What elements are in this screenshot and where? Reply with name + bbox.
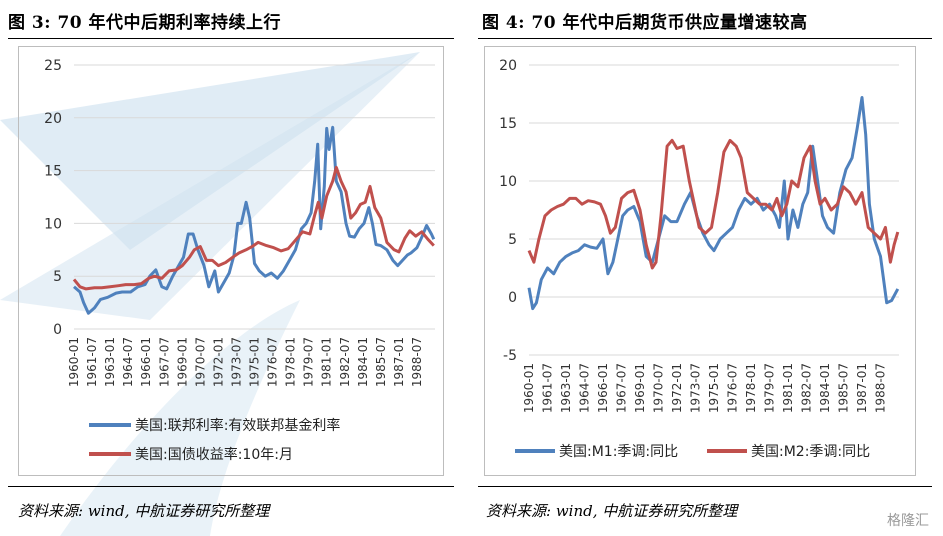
x-tick-label: 1985-07: [374, 337, 388, 387]
legend-label: 美国:联邦利率:有效联邦基金利率: [135, 417, 340, 434]
series-line: [72, 165, 435, 291]
y-tick-label: 15: [499, 116, 517, 132]
legend-label: 美国:M2:季调:同比: [751, 444, 870, 460]
x-tick-label: 1982-07: [800, 363, 814, 413]
y-tick-label: 15: [44, 164, 62, 180]
x-tick-label: 1975-01: [707, 363, 721, 413]
y-tick-label: 5: [53, 269, 62, 285]
logo-wing-lower: [0, 52, 420, 320]
x-tick-label: 1960-01: [67, 337, 81, 387]
right-title-rule: [478, 38, 932, 39]
x-tick-label: 1984-01: [818, 363, 832, 413]
x-tick-label: 1972-01: [670, 363, 684, 413]
x-tick-label: 1988-07: [874, 363, 888, 413]
right-chart: -5 0 5 10 15 20 1960-01 1961-07 1963-01 1964-07 19…: [499, 58, 900, 460]
x-tick-label: 1978-01: [744, 363, 758, 413]
x-tick-label: 1976-07: [266, 337, 280, 387]
x-tick-label: 1963-01: [103, 337, 117, 387]
legend-label: 美国:M1:季调:同比: [559, 444, 678, 460]
left-title-rule: [8, 38, 454, 39]
y-tick-label: 20: [499, 58, 517, 74]
y-tick-label: 20: [44, 111, 62, 127]
x-tick-label: 1963-01: [559, 363, 573, 413]
right-chart-title: 图 4: 70 年代中后期货币供应量增速较高: [482, 13, 808, 33]
y-tick-label: 0: [53, 322, 62, 338]
y-tick-label: 0: [508, 290, 517, 306]
x-tick-label: 1987-01: [855, 363, 869, 413]
left-source-rule: [8, 486, 454, 487]
y-tick-label: 5: [508, 232, 517, 248]
x-tick-label: 1967-07: [615, 363, 629, 413]
x-tick-label: 1961-07: [541, 363, 555, 413]
logo-swoosh-icon: [0, 52, 420, 536]
legend-label: 美国:国债收益率:10年:月: [135, 446, 293, 463]
left-source-note: 资料来源: wind, 中航证券研究所整理: [18, 502, 270, 520]
x-tick-label: 1970-07: [193, 337, 207, 387]
left-chart-frame: 0 5 10 15 20 25 1960-01 1961-07 1963-01 1964-07 19…: [18, 46, 444, 476]
y-tick-label: -5: [503, 348, 517, 364]
x-tick-label: 1964-07: [578, 363, 592, 413]
x-tick-label: 1976-07: [726, 363, 740, 413]
right-chart-frame: -5 0 5 10 15 20 1960-01 1961-07 1963-01 1964-07 19…: [484, 46, 916, 476]
right-source-note: 资料来源: wind, 中航证券研究所整理: [486, 502, 738, 520]
logo-wing-upper: [0, 52, 420, 250]
x-tick-label: 1969-01: [633, 363, 647, 413]
x-tick-label: 1978-01: [284, 337, 298, 387]
x-tick-label: 1973-07: [229, 337, 243, 387]
x-tick-label: 1960-01: [522, 363, 536, 413]
x-tick-label: 1985-07: [837, 363, 851, 413]
x-tick-label: 1966-01: [139, 337, 153, 387]
right-source-rule: [478, 486, 932, 487]
x-tick-label: 1972-01: [211, 337, 225, 387]
x-tick-label: 1966-01: [596, 363, 610, 413]
logo-tail: [60, 300, 300, 536]
series-line: [527, 138, 900, 270]
x-tick-label: 1969-01: [175, 337, 189, 387]
series-line: [527, 96, 900, 311]
x-tick-label: 1979-07: [302, 337, 316, 387]
x-tick-label: 1967-07: [157, 337, 171, 387]
x-tick-label: 1973-07: [689, 363, 703, 413]
watermark: 格隆汇: [887, 513, 929, 529]
x-tick-label: 1981-01: [781, 363, 795, 413]
x-tick-label: 1982-07: [338, 337, 352, 387]
y-tick-label: 10: [44, 216, 62, 232]
y-tick-label: 25: [44, 58, 62, 74]
x-tick-label: 1984-01: [356, 337, 370, 387]
left-chart-title: 图 3: 70 年代中后期利率持续上行: [8, 13, 282, 33]
series-line: [73, 125, 436, 315]
x-tick-label: 1975-01: [248, 337, 262, 387]
x-tick-label: 1987-01: [392, 337, 406, 387]
x-tick-label: 1979-07: [763, 363, 777, 413]
x-tick-label: 1961-07: [85, 337, 99, 387]
x-tick-label: 1981-01: [320, 337, 334, 387]
left-chart: 0 5 10 15 20 25 1960-01 1961-07 1963-01 1964-07 19…: [44, 58, 436, 463]
x-tick-label: 1988-07: [410, 337, 424, 387]
x-tick-label: 1964-07: [121, 337, 135, 387]
y-tick-label: 10: [499, 174, 517, 190]
x-tick-label: 1970-07: [652, 363, 666, 413]
